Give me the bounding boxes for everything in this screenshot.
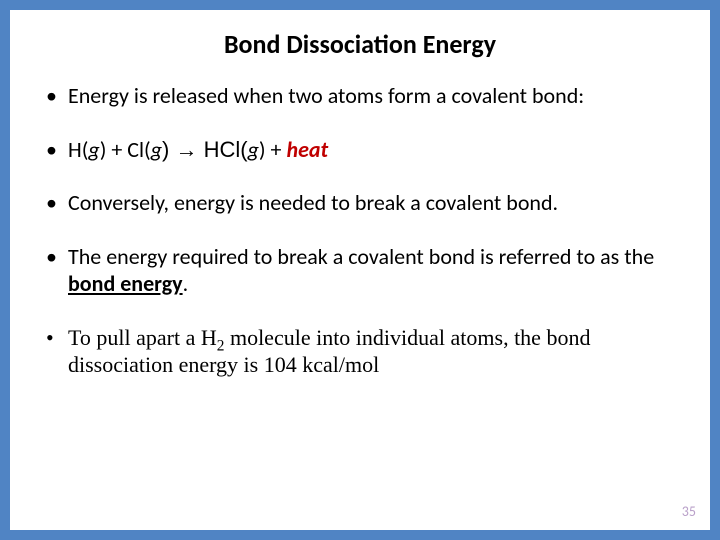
- bullet-5: To pull apart a H2 molecule into individ…: [40, 324, 680, 379]
- bullet-3: Conversely, energy is needed to break a …: [40, 189, 680, 217]
- bullet-4-bond-energy: bond energy: [68, 270, 183, 297]
- eq-g1: g: [88, 136, 99, 163]
- eq-g2: g: [151, 136, 162, 163]
- eq-h: H(: [68, 136, 88, 163]
- bullet-2: H(g) + Cl(g) → HCl(g) + heat: [40, 136, 680, 164]
- eq-g3: g: [248, 136, 259, 163]
- bullet-3-text: Conversely, energy is needed to break a …: [68, 189, 558, 216]
- eq-heat: heat: [286, 136, 328, 163]
- page-number: 35: [682, 503, 696, 520]
- eq-plus-cl: ) + Cl(: [100, 136, 151, 163]
- bullet-4a: The energy required to break a covalent …: [68, 243, 654, 270]
- slide: Bond Dissociation Energy Energy is relea…: [10, 10, 710, 530]
- bullet-list: Energy is released when two atoms form a…: [40, 82, 680, 379]
- bullet-4c: .: [183, 270, 189, 297]
- bullet-1-text: Energy is released when two atoms form a…: [68, 82, 584, 109]
- bullet-1: Energy is released when two atoms form a…: [40, 82, 680, 110]
- bullet-5a: To pull apart a H: [68, 325, 217, 350]
- eq-arrow: ) → HCl(: [162, 137, 248, 162]
- bullet-4: The energy required to break a covalent …: [40, 243, 680, 298]
- eq-end: ) +: [259, 136, 287, 163]
- slide-title: Bond Dissociation Energy: [40, 28, 680, 60]
